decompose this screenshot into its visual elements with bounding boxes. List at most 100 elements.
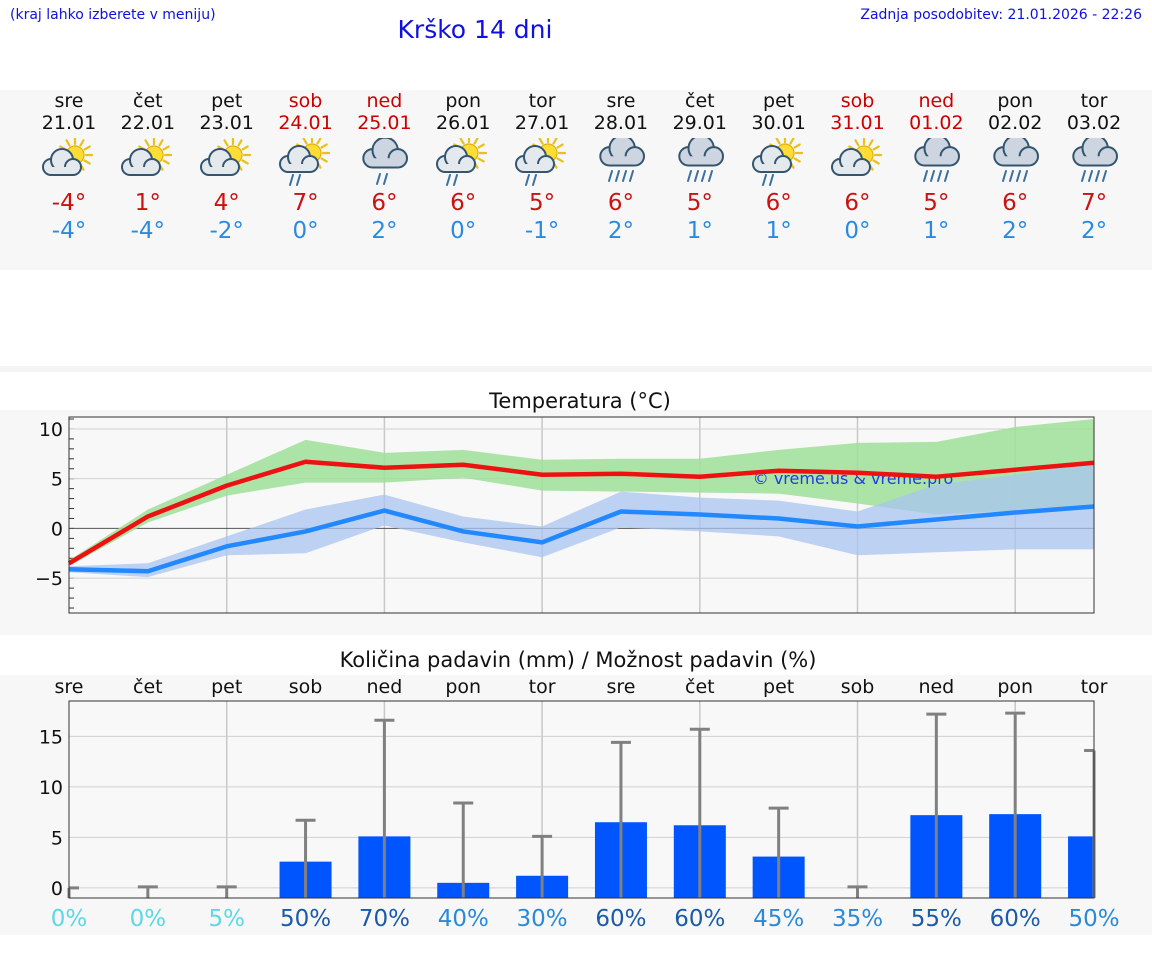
cloud-heavy-rain-icon [914, 138, 961, 182]
min-temperature: 1° [686, 218, 713, 244]
max-temperature: 6° [607, 190, 634, 216]
precip-day-label: sob [289, 676, 323, 698]
day-date: 02.02 [987, 112, 1043, 134]
min-temperature: -4° [51, 218, 87, 244]
precip-day-label: tor [529, 676, 556, 698]
sun-cloud-rain-icon [515, 138, 567, 186]
min-temperature: -1° [524, 218, 560, 244]
y-tick-label: 5 [51, 827, 63, 849]
sun-cloud-icon [120, 138, 172, 176]
precip-day-label: sre [606, 676, 635, 698]
day-name: sre [606, 90, 636, 112]
day-date: 30.01 [751, 112, 806, 134]
max-temperature: 1° [134, 190, 161, 216]
day-date: 29.01 [672, 112, 727, 134]
y-tick-label: 0 [51, 878, 63, 900]
precip-day-label: tor [1081, 676, 1108, 698]
max-temperature-band [69, 418, 1095, 567]
y-tick-label: −5 [35, 568, 63, 590]
day-name: sre [54, 90, 84, 112]
divider [0, 366, 1152, 372]
day-column: pon 02.02 6° 2° [976, 90, 1054, 245]
day-column: tor 03.02 7° 2° [1055, 90, 1133, 245]
day-date: 03.02 [1066, 112, 1122, 134]
precip-day-label: čet [133, 676, 163, 698]
day-date: 23.01 [199, 112, 254, 134]
max-temperature-line [67, 459, 1095, 566]
max-temperature: 7° [1080, 190, 1108, 216]
day-column: ned 25.01 6° 2° [345, 90, 423, 245]
precip-day-label: ned [918, 676, 954, 698]
min-temperature: 0° [450, 218, 477, 244]
min-temperature-line [68, 504, 1095, 574]
day-column: sre 28.01 6° 2° [582, 90, 660, 245]
sun-cloud-icon [830, 138, 882, 176]
min-temperature: -4° [130, 218, 166, 244]
day-name: tor [1080, 90, 1108, 112]
cloud-heavy-rain-icon [678, 138, 724, 182]
daily-forecast-panel: sre 21.01 -4° -4° čet 22.01 1° -4° pet 23.01 4° -2°… [0, 90, 1152, 270]
cloud-heavy-rain-icon [1072, 138, 1119, 182]
precip-chance-label: 55% [911, 906, 962, 932]
precip-chance-label: 35% [832, 906, 883, 932]
precipitation-chart: 0 5 10 15 sre čet pet sob ned pon tor sre čet pet sob n… [39, 648, 1120, 932]
day-name: pet [211, 90, 243, 112]
min-temperature-band [69, 462, 1095, 578]
day-date: 25.01 [357, 112, 412, 134]
precipitation-chart-title: Količina padavin (mm) / Možnost padavin … [340, 648, 817, 672]
min-temperature: 2° [371, 218, 398, 244]
precip-day-label: pet [211, 676, 242, 698]
sun-cloud-icon [199, 138, 251, 176]
max-temperature: 5° [923, 190, 950, 216]
day-name: čet [133, 90, 163, 112]
day-date: 28.01 [593, 112, 649, 134]
min-temperature: 2° [607, 218, 634, 244]
day-date: 24.01 [278, 112, 333, 134]
day-column: sre 21.01 -4° -4° [30, 90, 108, 245]
y-tick-label: 0 [51, 518, 63, 540]
max-temperature: 6° [371, 190, 398, 216]
location-menu-hint: (kraj lahko izberete v meniju) [10, 7, 216, 23]
max-temperature: -4° [51, 190, 87, 216]
day-name: sob [288, 90, 323, 112]
cloud-heavy-rain-icon [599, 138, 645, 182]
day-column: tor 27.01 5° -1° [503, 90, 581, 245]
precip-day-label: pon [997, 676, 1033, 698]
day-name: ned [366, 90, 403, 112]
precip-chance-label: 5% [208, 906, 245, 932]
precip-day-label: sre [55, 676, 84, 698]
max-temperature: 7° [292, 190, 319, 216]
precip-day-label: pet [763, 676, 794, 698]
max-temperature: 6° [844, 190, 871, 216]
precip-chance-label: 50% [280, 906, 331, 932]
day-column: sob 24.01 7° 0° [267, 90, 345, 245]
precip-chance-label: 60% [674, 906, 725, 932]
precip-day-label: čet [685, 676, 715, 698]
sun-cloud-rain-icon [278, 138, 330, 186]
day-name: ned [918, 90, 955, 112]
day-column: pon 26.01 6° 0° [424, 90, 502, 245]
day-date: 26.01 [436, 112, 491, 134]
max-temperature: 4° [213, 190, 240, 216]
min-temperature: 0° [844, 218, 871, 244]
precip-chance-label: 50% [1068, 906, 1119, 932]
y-tick-label: 5 [51, 469, 63, 491]
day-column: sob 31.01 6° 0° [819, 90, 897, 245]
cloud-rain-icon [362, 138, 409, 185]
precip-chance-label: 70% [359, 906, 410, 932]
day-name: pon [445, 90, 482, 112]
min-temperature: -2° [209, 218, 244, 244]
day-name: čet [685, 90, 715, 112]
cloud-heavy-rain-icon [993, 138, 1040, 182]
day-date: 27.01 [514, 112, 570, 134]
min-temperature: 2° [1080, 218, 1108, 244]
precip-chance-label: 60% [595, 906, 646, 932]
day-date: 01.02 [909, 112, 964, 134]
precip-chance-label: 40% [438, 906, 489, 932]
max-temperature: 5° [686, 190, 713, 216]
page-title: Krško 14 dni [397, 15, 553, 44]
day-column: pet 30.01 6° 1° [740, 90, 818, 245]
day-column: čet 29.01 5° 1° [661, 90, 739, 245]
